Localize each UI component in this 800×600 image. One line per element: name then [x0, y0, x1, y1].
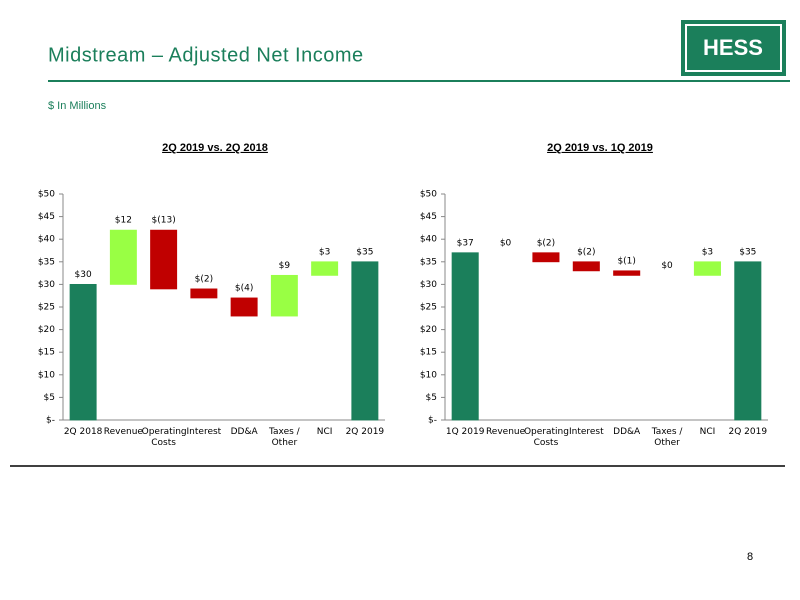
x-tick-label: Operating Costs — [141, 427, 187, 448]
value-label: $30 — [75, 270, 92, 280]
value-label: $35 — [739, 247, 756, 257]
bar — [109, 229, 137, 285]
y-tick-label: $45 — [420, 212, 437, 222]
bar — [451, 252, 479, 421]
x-tick-label: DD&A — [230, 427, 258, 437]
value-label: $0 — [500, 238, 512, 248]
x-tick-label: NCI — [699, 427, 716, 437]
x-tick-label: 2Q 2018 — [63, 427, 103, 437]
bar — [270, 274, 298, 317]
value-label: $12 — [115, 216, 132, 226]
subtitle: $ In Millions — [48, 100, 107, 112]
value-label: $(1) — [617, 256, 635, 266]
chart-title: 2Q 2019 vs. 1Q 2019 — [547, 142, 653, 154]
value-label: $(4) — [235, 283, 253, 293]
x-tick-label: Interest — [186, 427, 222, 437]
y-tick-label: $50 — [38, 190, 55, 200]
x-tick-label: Operating Costs — [523, 427, 569, 448]
page-number: 8 — [747, 551, 753, 563]
y-tick-label: $- — [46, 416, 55, 426]
y-tick-label: $20 — [38, 325, 55, 335]
x-tick-label: DD&A — [613, 427, 641, 437]
y-tick-label: $35 — [38, 257, 55, 267]
value-label: $(2) — [195, 274, 213, 284]
value-label: $9 — [279, 261, 291, 271]
y-tick-label: $30 — [420, 280, 437, 290]
value-label: $3 — [319, 247, 330, 257]
y-tick-label: $35 — [420, 257, 437, 267]
y-tick-label: $5 — [44, 393, 55, 403]
bar — [69, 283, 97, 421]
value-label: $0 — [661, 261, 673, 271]
x-tick-label: NCI — [316, 427, 333, 437]
value-label: $(2) — [577, 247, 595, 257]
x-tick-label: Interest — [568, 427, 604, 437]
y-tick-label: $50 — [420, 190, 437, 200]
x-tick-label: 1Q 2019 — [445, 427, 485, 437]
logo: HESS — [703, 35, 763, 60]
y-tick-label: $15 — [38, 348, 55, 358]
x-tick-label: Taxes / Other — [269, 427, 300, 448]
value-label: $(13) — [152, 216, 176, 226]
bar — [532, 252, 560, 263]
slide-title: Midstream – Adjusted Net Income — [48, 44, 364, 66]
value-label: $35 — [356, 247, 373, 257]
logo-frame — [685, 24, 782, 72]
y-tick-label: $5 — [426, 393, 437, 403]
y-tick-label: $45 — [38, 212, 55, 222]
y-tick-label: $40 — [38, 235, 55, 245]
y-tick-label: $30 — [38, 280, 55, 290]
logo-box — [681, 20, 786, 76]
value-label: $37 — [457, 238, 474, 248]
y-tick-label: $10 — [420, 370, 437, 380]
x-tick-label: 2Q 2019 — [345, 427, 385, 437]
bar — [311, 261, 339, 276]
bar — [351, 261, 379, 421]
chart-title: 2Q 2019 vs. 2Q 2018 — [162, 142, 268, 154]
x-tick-label: 2Q 2019 — [728, 427, 768, 437]
y-tick-label: $25 — [38, 303, 55, 313]
x-tick-label: Taxes / Other — [651, 427, 683, 448]
value-label: $(2) — [537, 238, 555, 248]
bar — [150, 229, 178, 290]
y-tick-label: $20 — [420, 325, 437, 335]
bar — [613, 270, 641, 276]
y-tick-label: $15 — [420, 348, 437, 358]
bar — [693, 261, 721, 276]
y-tick-label: $25 — [420, 303, 437, 313]
x-tick-label: Revenue — [103, 427, 143, 437]
y-tick-label: $40 — [420, 235, 437, 245]
bar — [230, 297, 258, 317]
x-tick-label: Revenue — [485, 427, 526, 437]
bar — [734, 261, 762, 421]
y-tick-label: $10 — [38, 370, 55, 380]
value-label: $3 — [702, 247, 713, 257]
bar — [572, 261, 600, 272]
bar — [190, 288, 218, 299]
y-tick-label: $- — [428, 416, 437, 426]
